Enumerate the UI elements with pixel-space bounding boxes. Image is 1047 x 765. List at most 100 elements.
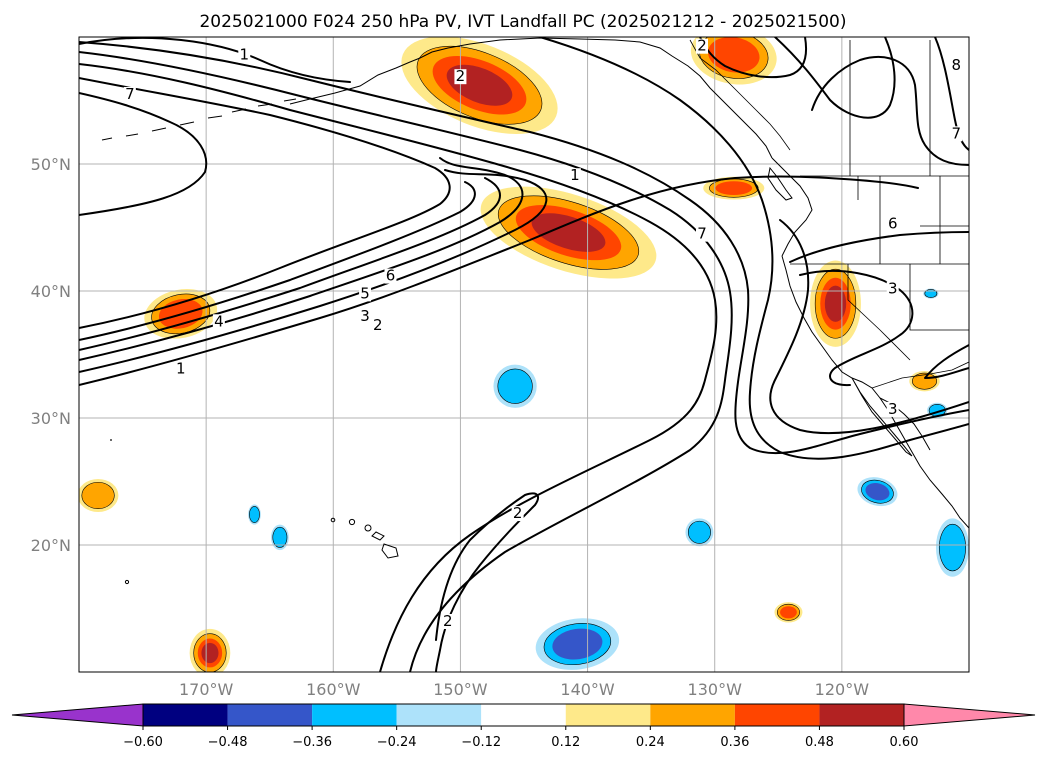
pv-contour-1	[79, 175, 919, 386]
positive-anomaly-region	[189, 628, 231, 672]
colorbar-tick-label: 0.36	[720, 735, 749, 750]
bc-coastline	[771, 157, 813, 257]
small-island	[110, 439, 112, 441]
colorbar	[11, 703, 1036, 727]
lon-label: 120°W	[815, 680, 870, 699]
colorbar-tick-label: −0.60	[123, 735, 163, 750]
contour-label-bg	[950, 126, 963, 142]
pv-contour-east-8	[934, 37, 969, 151]
contour-label-bg	[174, 361, 187, 377]
contour-label: 1	[176, 359, 186, 377]
contour-label: 7	[952, 124, 962, 142]
anomaly-level-fill	[272, 526, 288, 548]
contour-label-bg	[359, 286, 372, 302]
lon-label: 160°W	[306, 680, 361, 699]
contour-label: 8	[952, 56, 962, 74]
contour-label: 5	[360, 284, 370, 302]
lat-label: 50°N	[31, 155, 71, 174]
hawaiian-islands	[330, 517, 399, 559]
colorbar-tick-label: −0.24	[377, 735, 417, 750]
pv-contour-jet-b	[79, 51, 733, 672]
contour-label-bg	[384, 268, 397, 284]
lat-label: 20°N	[31, 536, 71, 555]
contour-label: 3	[888, 279, 898, 297]
contour-label: 2	[443, 612, 453, 630]
contour-label-bg	[454, 69, 467, 85]
pv-contour-trough-2	[435, 492, 539, 672]
colorbar-tick-label: 0.48	[805, 735, 834, 750]
vancouver-island	[767, 166, 793, 201]
pv-contour-3	[79, 157, 524, 361]
pv-contour-east-high-b	[774, 37, 896, 119]
positive-anomaly-region	[703, 176, 765, 200]
colorbar-segment	[565, 704, 651, 726]
anomaly-level-fill	[911, 372, 938, 390]
pv-contour-jet-e	[769, 219, 969, 435]
colorbar-segment	[227, 704, 313, 726]
pv-contour-5	[79, 181, 476, 341]
pv-contour-jet-c	[79, 41, 969, 455]
anomaly-level-fill	[552, 628, 603, 660]
pv-contour-2-north	[699, 37, 808, 79]
anomaly-level-fill	[924, 289, 938, 298]
anomaly-level-fill	[81, 481, 115, 509]
anomaly-level-fill	[780, 606, 797, 619]
contour-label: 1	[570, 166, 580, 184]
anomaly-level-fill	[531, 213, 606, 252]
contour-label: 3	[888, 400, 898, 418]
anomaly-fill-layer	[79, 37, 969, 672]
alaska-coastline	[289, 37, 773, 159]
aleutian-islands	[101, 98, 297, 141]
contour-label-bg	[696, 226, 708, 242]
longitude-labels: 170°W 160°W 150°W 140°W 130°W 120°W	[179, 680, 869, 699]
contour-label: 7	[125, 85, 135, 103]
negative-anomaly-region	[248, 504, 261, 525]
contour-label-bg	[371, 318, 384, 334]
colorbar-tick-label: 0.12	[551, 735, 580, 750]
contour-label-bg	[359, 309, 372, 325]
coastlines	[101, 37, 969, 585]
gridlines	[79, 37, 969, 672]
colorbar-segment	[312, 704, 397, 726]
colorbar-tick-label: −0.36	[292, 735, 332, 750]
pv-contour-jet-d	[539, 37, 969, 460]
lat-label: 40°N	[31, 282, 71, 301]
contour-label: 2	[697, 37, 707, 55]
colorbar-frame	[142, 703, 905, 727]
anomaly-level-fill	[865, 482, 890, 501]
contour-label-bg	[696, 38, 708, 54]
positive-anomaly-region	[480, 186, 657, 279]
positive-anomaly-region	[774, 602, 803, 623]
pv-contour-east-high	[811, 56, 969, 166]
contour-label-bg	[886, 401, 899, 417]
contour-label: 1	[240, 46, 250, 64]
contour-label: 4	[214, 312, 224, 330]
contour-label: 2	[456, 67, 466, 85]
anomaly-level-fill	[687, 520, 711, 544]
contour-label-bg	[238, 47, 251, 63]
colorbar-segment	[481, 704, 566, 726]
pv-contour-4	[79, 177, 501, 351]
colorbar-segment	[650, 704, 735, 726]
colorbar-tick-label: −0.48	[208, 735, 248, 750]
baja-peninsula	[851, 377, 913, 457]
colorbar-segment	[396, 704, 482, 726]
contour-label: 2	[513, 504, 523, 522]
canada-provinces	[849, 40, 931, 176]
contour-label-bg	[886, 216, 899, 232]
positive-anomaly-region	[810, 260, 861, 347]
state-borders	[790, 176, 969, 361]
colorbar-segment	[143, 704, 228, 726]
contour-label-bg	[886, 281, 899, 297]
pv-contour-west-coast-3	[799, 269, 914, 387]
contour-label: 6	[888, 215, 898, 233]
pv-contours	[79, 37, 969, 672]
anomaly-level-fill	[938, 523, 966, 572]
negative-anomaly-region	[493, 364, 537, 408]
contour-label: 6	[386, 267, 396, 285]
contour-label-bg	[123, 86, 136, 102]
pv-contour-7	[79, 92, 208, 216]
negative-anomaly-region	[685, 518, 714, 547]
